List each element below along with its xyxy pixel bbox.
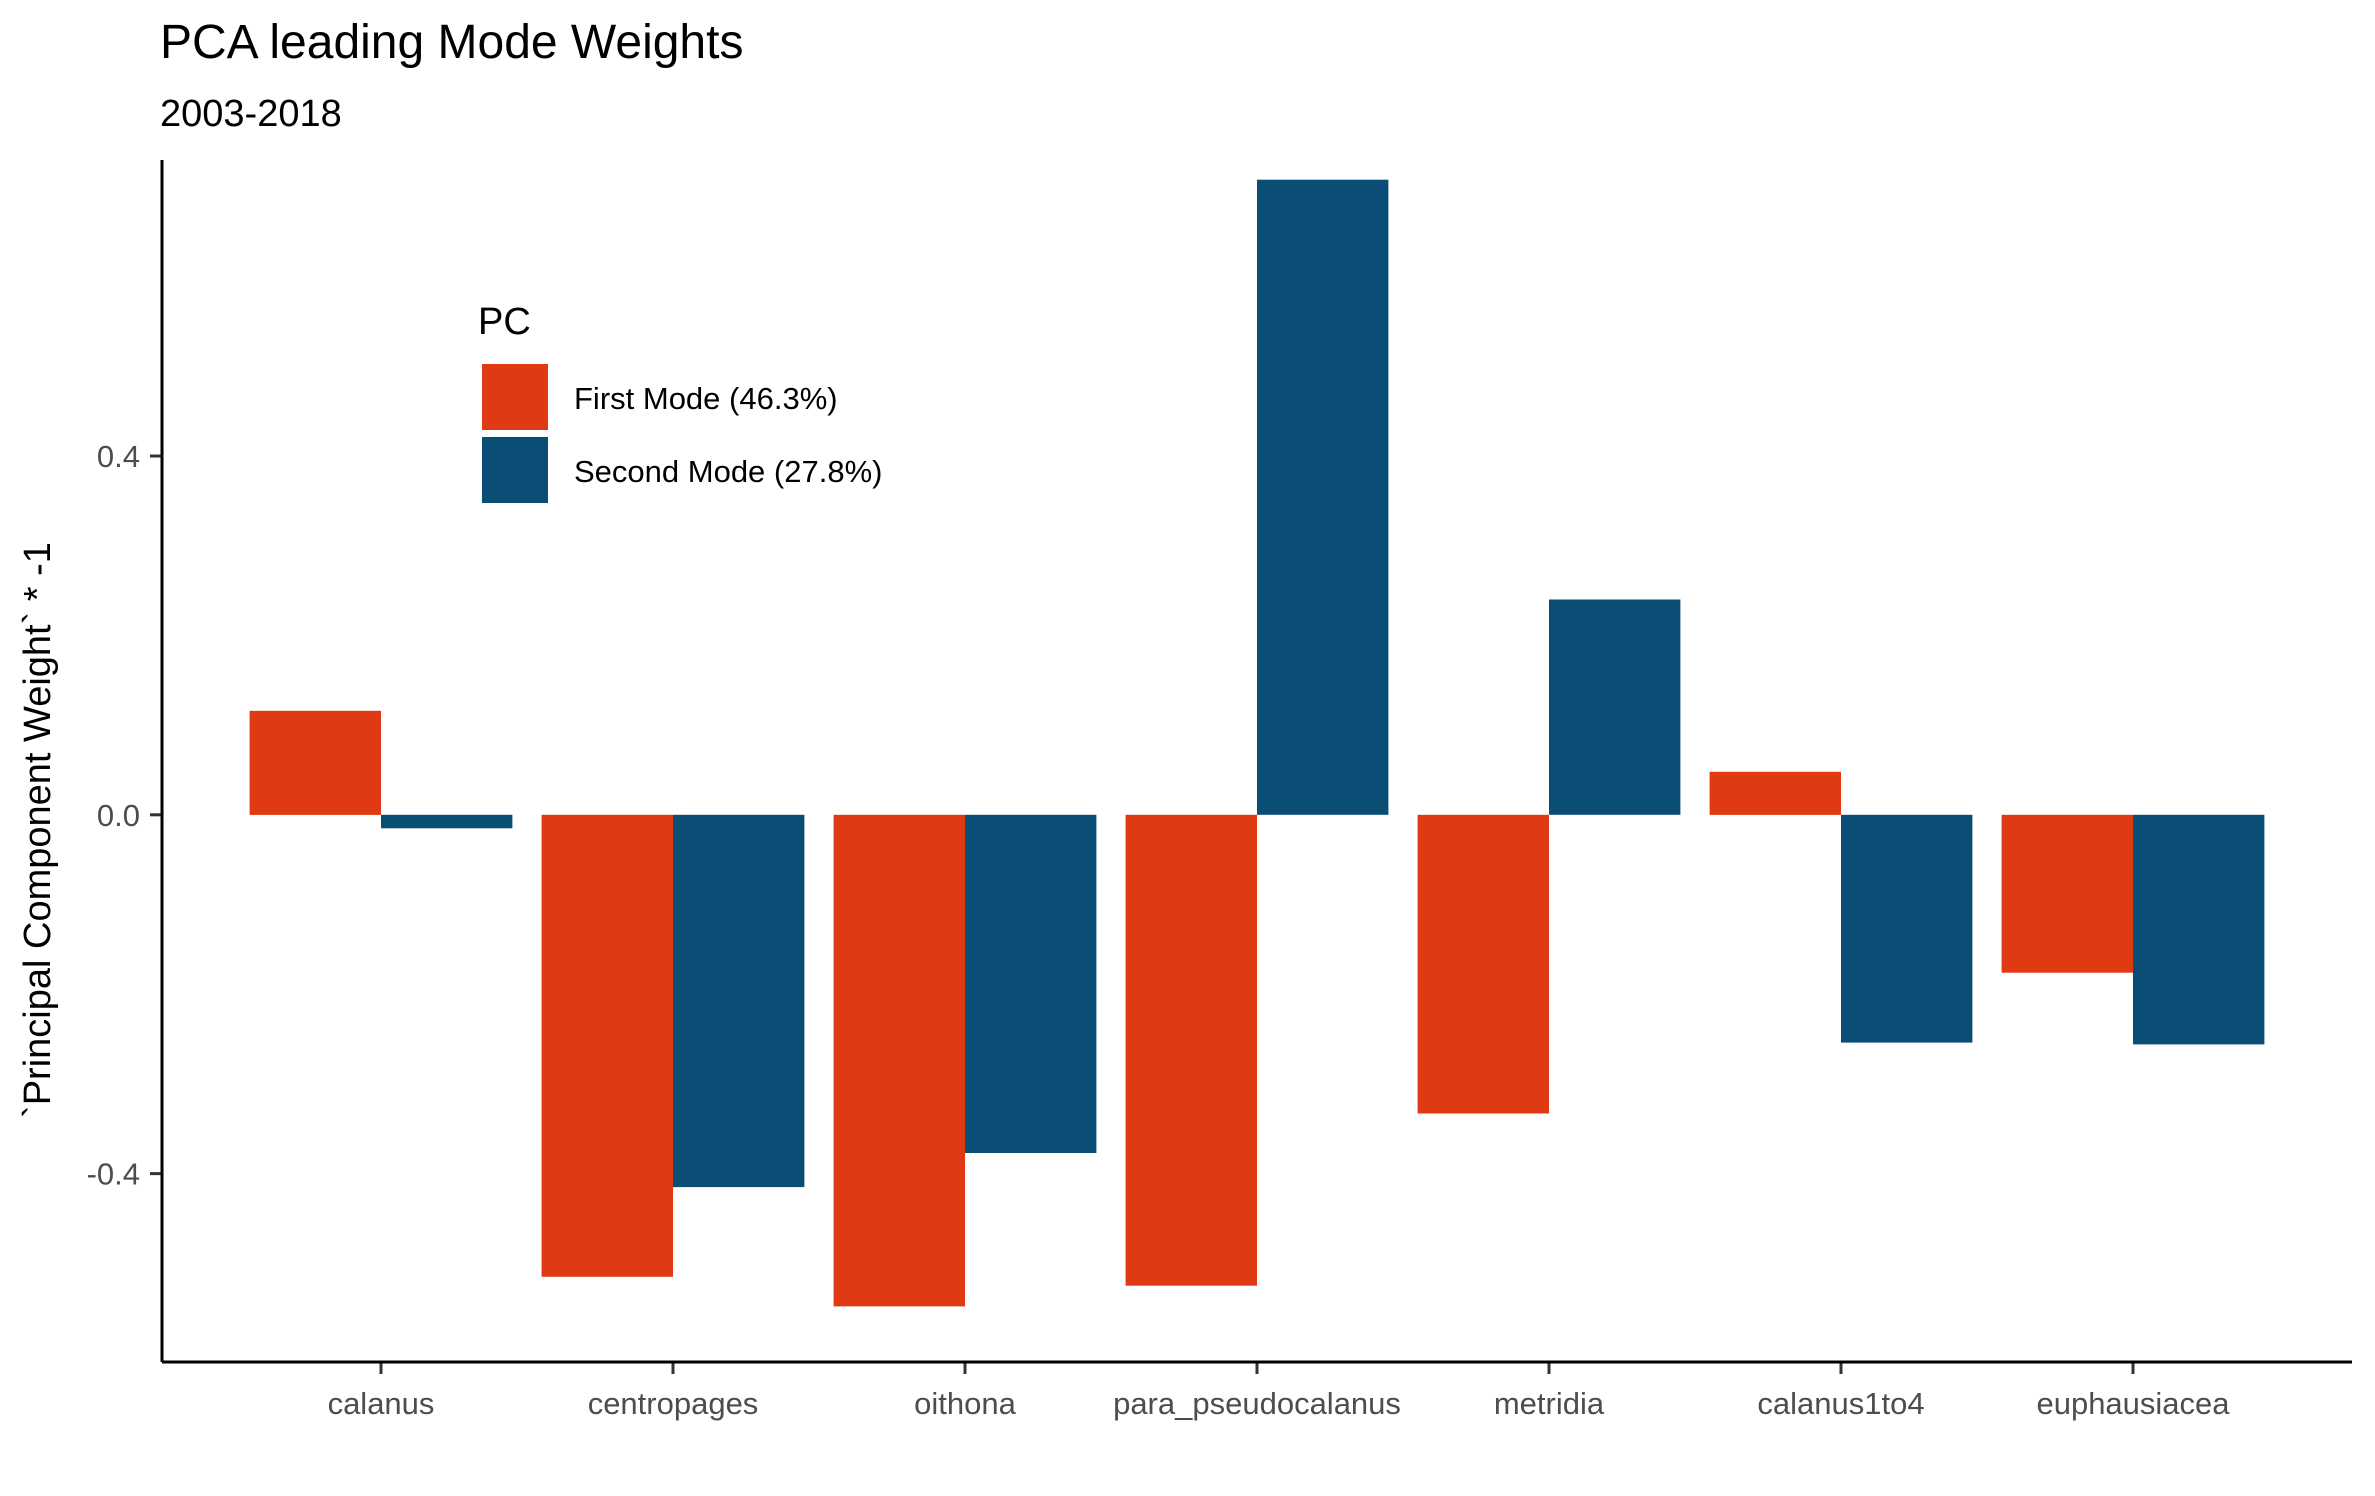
- bar-calanus1to4-first-mode: [1709, 771, 1841, 815]
- bar-para_pseudocalanus-second-mode: [1257, 179, 1389, 815]
- y-tick-label: -0.4: [87, 1157, 140, 1192]
- bar-centropages-second-mode: [673, 814, 805, 1188]
- x-tick-label-metridia: metridia: [1494, 1386, 1605, 1421]
- legend-label-first-mode: First Mode (46.3%): [574, 381, 838, 416]
- legend-swatch-first-mode: [482, 364, 548, 430]
- legend-swatch-second-mode: [482, 437, 548, 503]
- axes: calanus centropages oithona para_pseudocala…: [87, 160, 2352, 1421]
- bar-euphausiacea-first-mode: [2001, 814, 2133, 973]
- legend: PC First Mode (46.3%) Second Mode (27.8%…: [478, 301, 882, 503]
- x-tick-label-oithona: oithona: [914, 1386, 1016, 1421]
- bar-oithona-second-mode: [965, 814, 1097, 1153]
- bar-centropages-first-mode: [541, 814, 673, 1277]
- y-axis-label: `Principal Component Weight` * -1: [17, 542, 59, 1118]
- legend-label-second-mode: Second Mode (27.8%): [574, 454, 882, 489]
- chart-subtitle: 2003-2018: [160, 93, 342, 135]
- bar-calanus1to4-second-mode: [1841, 814, 1973, 1043]
- bars: [249, 179, 2265, 1307]
- bar-metridia-first-mode: [1417, 814, 1549, 1114]
- y-tick-label: 0.4: [97, 439, 140, 474]
- y-tick-label: 0.0: [97, 798, 140, 833]
- legend-title: PC: [478, 301, 531, 343]
- x-tick-label-centropages: centropages: [588, 1386, 759, 1421]
- bar-oithona-first-mode: [833, 814, 965, 1307]
- x-tick-label-para_pseudocalanus: para_pseudocalanus: [1113, 1386, 1401, 1421]
- bar-para_pseudocalanus-first-mode: [1125, 814, 1257, 1286]
- bar-calanus-first-mode: [249, 710, 381, 815]
- x-tick-label-calanus1to4: calanus1to4: [1757, 1386, 1924, 1421]
- chart-title: PCA leading Mode Weights: [160, 16, 743, 69]
- x-tick-label-euphausiacea: euphausiacea: [2036, 1386, 2230, 1421]
- bar-metridia-second-mode: [1549, 599, 1681, 815]
- x-tick-label-calanus: calanus: [328, 1386, 435, 1421]
- bar-calanus-second-mode: [381, 814, 513, 829]
- bar-euphausiacea-second-mode: [2133, 814, 2265, 1045]
